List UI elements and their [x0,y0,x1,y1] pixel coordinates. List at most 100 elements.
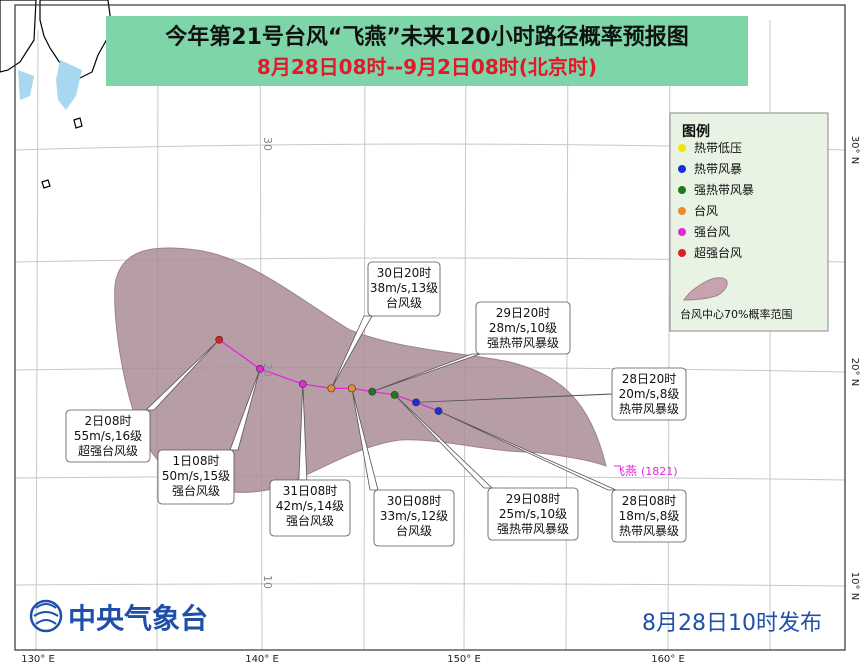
map-frame [14,4,846,651]
track-point [368,387,377,396]
callout-text: 29日20时 [496,306,551,320]
axis-tick-label: 150° E [447,654,481,664]
legend-swatch [678,249,686,257]
callout-text: 42m/s,14级 [276,499,344,513]
callout-text: 超强台风级 [78,443,138,458]
callout-text: 29日08时 [506,492,561,506]
cone-legend-label: 台风中心70%概率范围 [680,307,792,321]
legend-item-label: 强台风 [694,224,730,239]
legend-title: 图例 [682,123,710,140]
callout-leader [394,394,493,489]
callout-text: 30日20时 [377,266,432,280]
callout-box [611,489,687,543]
callout-text: 热带风暴级 [619,402,679,416]
callout-leader [229,368,261,451]
legend-swatch [678,207,686,215]
track-point [298,380,307,388]
callout-box [373,489,455,547]
callout-box [269,479,351,537]
callout-leader [438,410,617,491]
legend-item-label: 台风 [694,203,718,218]
issuer-name: 中央气象台 [68,602,208,635]
axis-right: 30° N 20° N 10° N [849,136,860,600]
track-point [256,365,264,373]
track-point [434,407,443,415]
storm-code-label: (1821) [641,465,678,478]
callout-leader [331,315,373,389]
axis-tick-label: 30° N [849,136,860,164]
inner-lat-label: 20 [261,363,274,377]
track-point [327,384,336,393]
axis-tick-label: 10° N [849,572,860,600]
legend-item-label: 热带风暴 [694,162,742,176]
callout-text: 20m/s,8级 [619,387,680,401]
issue-time: 8月28日10时发布 [642,611,822,636]
callout-text: 1日08时 [173,454,220,468]
axis-tick-label: 140° E [245,654,279,664]
legend-item-label: 超强台风 [694,245,742,260]
page-subtitle: 8月28日08时--9月2日08时(北京时) [257,55,597,79]
land-island [41,179,51,189]
track-points [215,335,443,415]
callout-box [367,261,441,317]
callout-text: 28日20时 [622,372,677,386]
track-point [412,398,420,407]
callout-text: 50m/s,15级 [162,469,230,483]
legend-item-label: 热带低压 [694,141,742,155]
land-island [73,117,83,129]
callout-text: 28日08时 [622,494,677,508]
legend-swatch [678,144,686,152]
land-coast [0,0,37,73]
callout-box [65,409,151,463]
callout-text: 强热带风暴级 [487,336,559,350]
track-point [347,384,356,393]
track-point [390,390,399,399]
axis-tick-label: 20° N [849,358,860,386]
callout-box [157,449,235,505]
cma-logo-icon [29,599,63,633]
legend-swatch [678,165,686,173]
cone-legend-icon [683,277,728,301]
axis-inner-lat: 30 20 10 [261,137,274,589]
callout-text: 30日08时 [387,494,442,508]
landmass [0,0,113,189]
callout-text: 热带风暴级 [619,524,679,538]
callout-box [611,367,687,421]
page-title: 今年第21号台风“飞燕”未来120小时路径概率预报图 [165,24,688,50]
track-point [215,335,224,344]
issuer-logo [29,599,63,633]
callout-text: 强热带风暴级 [497,522,569,536]
callout-text: 强台风级 [286,513,334,528]
axis-tick-label: 130° E [21,654,55,664]
callout-text: 28m/s,10级 [489,321,557,335]
callout-text: 38m/s,13级 [370,281,438,295]
callout-text: 18m/s,8级 [619,509,680,523]
legend-swatch [678,186,686,194]
title-box [106,16,748,86]
axis-bottom: 130° E 140° E 150° E 160° E [21,654,685,664]
callout-leader [351,388,379,491]
axis-tick-label: 160° E [651,654,685,664]
inner-lat-label: 10 [261,575,274,589]
callout-text: 强台风级 [172,483,220,498]
callout-leader [145,339,220,411]
callout-text: 台风级 [386,295,422,310]
callout-text: 31日08时 [283,484,338,498]
inner-lat-label: 30 [261,137,274,151]
storm-name-label: 飞燕 [613,464,637,478]
legend-item-label: 强热带风暴 [694,183,754,197]
callout-text: 25m/s,10级 [499,507,567,521]
callout-box [475,301,571,355]
legend-swatch [678,228,686,236]
callout-box [487,487,579,541]
callout-text: 33m/s,12级 [380,509,448,523]
callout-text: 台风级 [396,523,432,538]
callout-text: 2日08时 [85,414,132,428]
callout-text: 55m/s,16级 [74,429,142,443]
sea-shading [18,60,82,110]
callout-leader [372,353,481,392]
